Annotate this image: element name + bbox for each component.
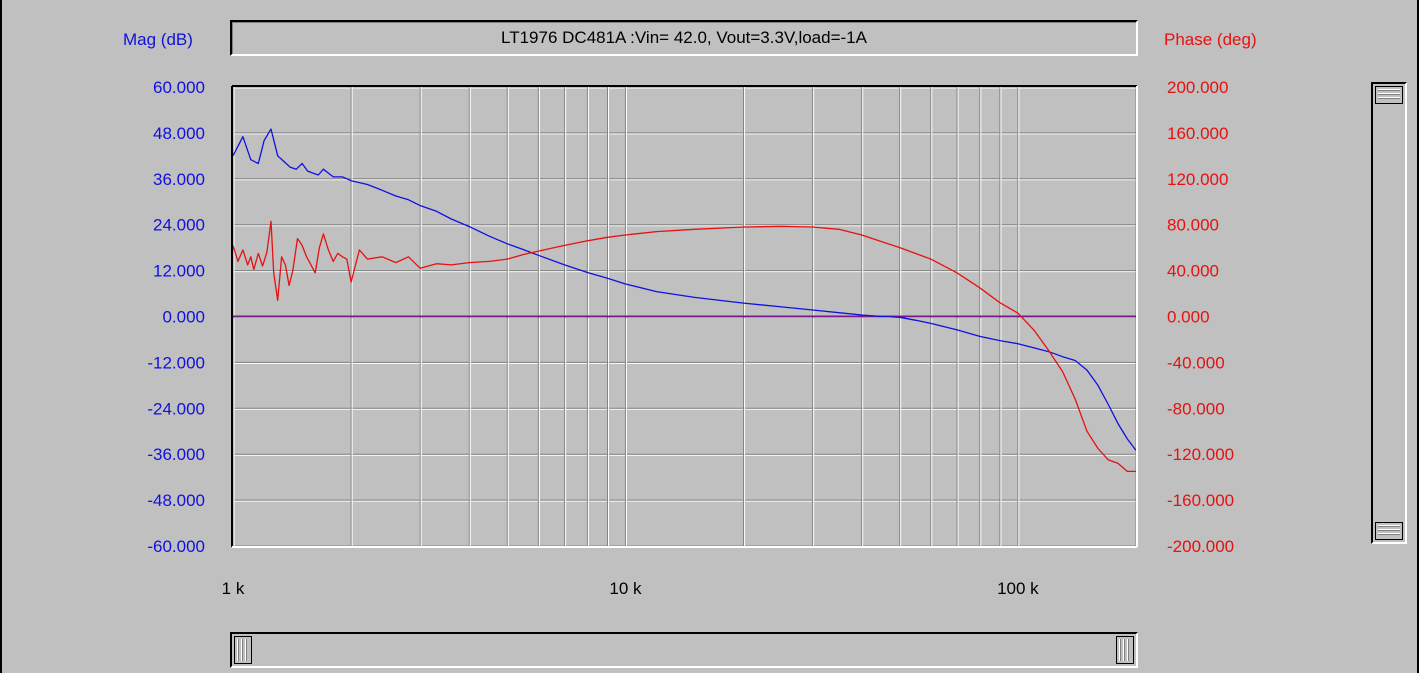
series-layer (232, 128, 1137, 473)
phase-line (232, 220, 1136, 473)
left-tick-label: -36.000 (147, 445, 205, 464)
right-tick-label: -80.000 (1167, 399, 1225, 418)
x-tick-labels: 1 k 10 k 100 k (222, 579, 1039, 598)
right-tick-label: -120.000 (1167, 445, 1234, 464)
right-tick-label: 200.000 (1167, 78, 1228, 97)
left-tick-label: -24.000 (147, 399, 205, 418)
left-tick-label: 12.000 (153, 262, 205, 281)
right-tick-label: -200.000 (1167, 537, 1234, 556)
left-axis-title: Mag (dB) (123, 30, 193, 49)
right-tick-label: 160.000 (1167, 124, 1228, 143)
vertical-scroll-handle-top[interactable] (1375, 86, 1403, 104)
vertical-scrollbar[interactable] (1371, 82, 1407, 544)
left-tick-label: -12.000 (147, 353, 205, 372)
right-tick-label: 80.000 (1167, 216, 1219, 235)
left-tick-labels: 60.000 48.000 36.000 24.000 12.000 0.000 -12.0… (147, 78, 205, 556)
left-tick-label: 36.000 (153, 170, 205, 189)
x-tick-label: 100 k (997, 579, 1039, 598)
horizontal-scroll-handle-left[interactable] (234, 636, 252, 664)
vertical-scroll-handle-bottom[interactable] (1375, 522, 1403, 540)
right-tick-label: 40.000 (1167, 262, 1219, 281)
plot-frame (231, 85, 1138, 548)
left-tick-label: 24.000 (153, 216, 205, 235)
horizontal-scroll-handle-right[interactable] (1116, 636, 1134, 664)
right-tick-label: 0.000 (1167, 308, 1210, 327)
left-tick-label: -60.000 (147, 537, 205, 556)
left-tick-label: -48.000 (147, 491, 205, 510)
right-tick-label: -40.000 (1167, 353, 1225, 372)
left-tick-label: 0.000 (162, 308, 205, 327)
x-tick-label: 10 k (609, 579, 642, 598)
horizontal-scrollbar[interactable] (230, 632, 1138, 668)
right-tick-label: 120.000 (1167, 170, 1228, 189)
left-tick-label: 60.000 (153, 78, 205, 97)
left-tick-label: 48.000 (153, 124, 205, 143)
right-axis-title: Phase (deg) (1164, 30, 1257, 49)
right-tick-labels: 200.000 160.000 120.000 80.000 40.000 0.000 -4… (1167, 78, 1234, 556)
chart-title: LT1976 DC481A :Vin= 42.0, Vout=3.3V,load… (230, 20, 1138, 56)
x-tick-label: 1 k (222, 579, 245, 598)
right-tick-label: -160.000 (1167, 491, 1234, 510)
